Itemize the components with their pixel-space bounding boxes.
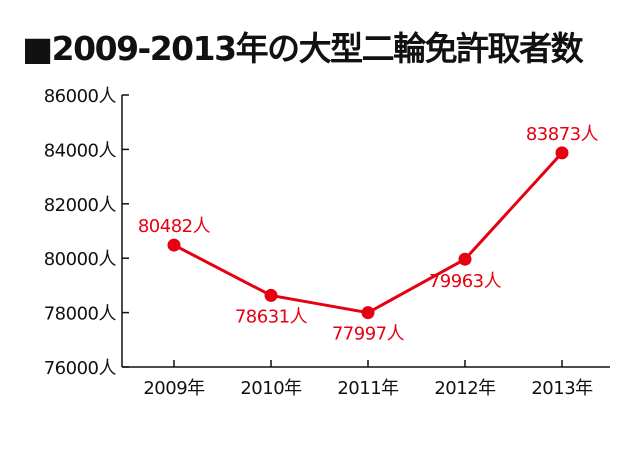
x-tick-label: 2011年 bbox=[337, 378, 399, 399]
data-point bbox=[264, 288, 278, 302]
y-tick-label: 82000人 bbox=[44, 195, 117, 216]
y-tick-label: 76000人 bbox=[44, 358, 117, 379]
data-label: 79963人 bbox=[429, 271, 502, 292]
x-tick-label: 2012年 bbox=[434, 378, 496, 399]
data-label: 77997人 bbox=[332, 324, 405, 345]
x-axis-ticks: 2009年 2010年 2011年 2012年 2013年 bbox=[143, 360, 594, 399]
axes bbox=[121, 95, 610, 368]
x-tick-label: 2009年 bbox=[143, 378, 205, 399]
data-point bbox=[361, 306, 375, 320]
data-label: 83873人 bbox=[526, 124, 599, 145]
data-label: 80482人 bbox=[138, 216, 211, 237]
chart-title: ■2009-2013年の大型二輪免許取者数 bbox=[22, 29, 584, 68]
series-group bbox=[167, 146, 569, 320]
y-tick-label: 80000人 bbox=[44, 249, 117, 270]
data-point bbox=[167, 238, 181, 252]
data-point bbox=[555, 146, 569, 160]
x-tick-label: 2010年 bbox=[240, 378, 302, 399]
series-line bbox=[173, 151, 564, 315]
y-axis-ticks: 76000人 78000人 80000人 82000人 84000人 86000人 bbox=[44, 86, 129, 379]
data-point bbox=[458, 252, 472, 266]
y-tick-label: 86000人 bbox=[44, 86, 117, 107]
y-tick-label: 78000人 bbox=[44, 304, 117, 325]
y-tick-label: 84000人 bbox=[44, 140, 117, 161]
x-tick-label: 2013年 bbox=[531, 378, 593, 399]
data-label: 78631人 bbox=[235, 306, 308, 327]
data-labels: 80482人 78631人 77997人 79963人 83873人 bbox=[138, 124, 599, 345]
